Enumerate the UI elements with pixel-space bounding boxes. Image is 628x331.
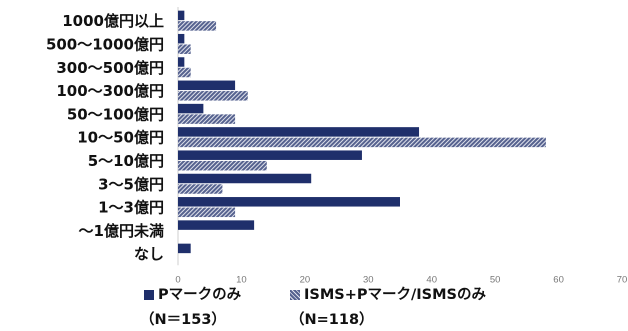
bar-series1-3 [178,80,236,91]
bar-series2-0 [178,21,217,31]
category-label: 5〜10億円 [88,152,164,170]
bar-series1-1 [178,33,185,44]
legend-item-series1: Pマークのみ [144,286,241,304]
bar-series1-7 [178,173,312,184]
bar-series1-2 [178,57,185,67]
bar-series2-8 [178,207,236,218]
x-tick-label: 40 [426,274,437,285]
x-tick-label: 20 [300,274,311,285]
legend-n-series2: （N=118） [290,312,374,328]
category-label: 1〜3億円 [98,199,164,217]
legend-item-series2: ISMS+Pマーク/ISMSのみ [290,286,486,304]
bar-series1-4 [178,103,204,114]
bar-series2-6 [178,160,267,171]
category-labels: 1000億円以上 500〜1000億円 300〜500億円 100〜300億円 50〜1… [46,12,164,263]
bar-series1-8 [178,197,400,207]
category-label: 1000億円以上 [62,12,164,30]
x-tick-label: 0 [175,274,180,285]
category-label: 300〜500億円 [56,59,164,77]
category-label: 50〜100億円 [67,105,164,123]
bar-series2-3 [178,91,248,101]
legend-label-series1: Pマークのみ [158,287,242,303]
legend-label-series2: ISMS+Pマーク/ISMSのみ [304,287,486,303]
category-label: 500〜1000億円 [46,35,164,53]
category-label: なし [134,245,164,263]
x-tick-labels: 0 10 20 30 40 50 60 70 [175,274,627,285]
bar-series1-9 [178,220,255,230]
bar-series2-4 [178,114,236,124]
category-label: 10〜50億円 [77,129,164,147]
x-tick-label: 50 [490,274,501,285]
category-label: 〜1億円未満 [79,222,164,240]
bar-series1-10 [178,243,191,254]
category-label: 100〜300億円 [56,82,164,100]
bars [178,10,546,254]
bar-series2-1 [178,44,191,54]
x-tick-label: 70 [617,274,628,285]
legend-n-series1: （N＝153） [140,312,226,328]
x-tick-label: 10 [236,274,247,285]
legend-swatch-series1 [144,290,154,300]
bar-series2-5 [178,137,546,148]
bar-series1-5 [178,127,420,137]
bar-series1-6 [178,150,362,160]
category-label: 3〜5億円 [98,175,164,193]
bar-series1-0 [178,10,185,21]
x-tick-label: 60 [553,274,564,285]
bar-series2-7 [178,184,223,194]
legend-swatch-series2 [290,290,300,300]
bar-series2-2 [178,67,191,78]
x-tick-label: 30 [363,274,374,285]
